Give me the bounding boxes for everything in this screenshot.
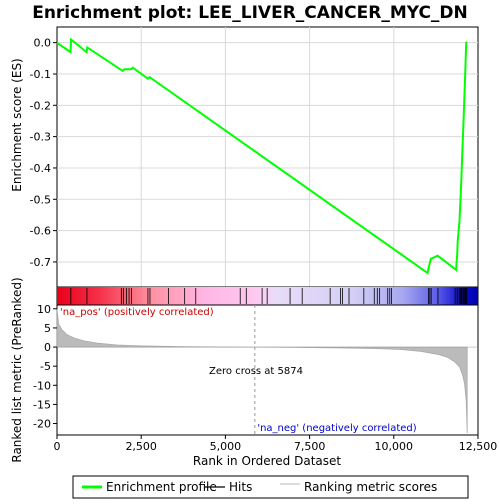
es-y-tick-label: -0.3 <box>30 131 51 144</box>
es-y-tick-label: -0.6 <box>30 225 51 238</box>
x-axis-label: Rank in Ordered Dataset <box>193 454 341 468</box>
es-y-tick-label: -0.1 <box>30 68 51 81</box>
es-y-axis-ticks: 0.0 -0.1 -0.2 -0.3 -0.4 -0.5 -0.6 -0.7 <box>30 37 57 269</box>
es-panel-frame <box>56 26 479 288</box>
legend-label: Ranking metric scores <box>304 480 437 494</box>
x-tick-label: 0 <box>54 440 61 453</box>
es-y-axis-label: Enrichment score (ES) <box>10 58 24 191</box>
x-tick-label: 12,500 <box>459 440 498 453</box>
x-tick-label: 2,500 <box>125 440 157 453</box>
ranked-panel-frame <box>56 304 479 436</box>
es-y-tick-label: -0.4 <box>30 162 51 175</box>
enrichment-profile-line <box>56 37 468 275</box>
es-series-group <box>56 37 468 275</box>
hits-overlay-group <box>70 288 468 304</box>
positive-correlation-label: 'na_pos' (positively correlated) <box>60 307 214 318</box>
es-y-tick-label: -0.7 <box>30 256 51 269</box>
x-axis-ticks: 0 2,500 5,000 7,500 10,000 12,500 <box>54 435 498 453</box>
ranked-y-tick-label: 0 <box>44 341 51 354</box>
es-y-tick-label: -0.2 <box>30 99 51 112</box>
x-tick-label: 7,500 <box>294 440 326 453</box>
zero-cross-label: Zero cross at 5874 <box>209 366 303 377</box>
ranked-y-axis-ticks: 10 5 0 -5 -10 -15 -20 <box>33 303 57 431</box>
ranked-y-tick-label: -15 <box>33 398 51 411</box>
es-y-tick-label: 0.0 <box>34 37 52 50</box>
ranked-y-axis-label: Ranked list metric (PreRanked) <box>10 277 24 462</box>
es-gridlines <box>57 27 478 287</box>
ranked-metric-area-group <box>56 305 478 435</box>
ranked-y-tick-label: -20 <box>33 418 51 431</box>
legend-entries: Enrichment profile Hits Ranking metric sco… <box>82 480 437 494</box>
ranked-y-tick-label: -10 <box>33 379 51 392</box>
x-tick-label: 10,000 <box>375 440 414 453</box>
ranked-y-tick-label: 10 <box>37 303 51 316</box>
ranked-y-tick-label: -5 <box>40 360 51 373</box>
es-y-tick-label: -0.5 <box>30 193 51 206</box>
legend-label: Hits <box>229 480 252 494</box>
ranked-y-tick-label: 5 <box>44 322 51 335</box>
chart-title: Enrichment plot: LEE_LIVER_CANCER_MYC_DN <box>32 3 468 23</box>
legend-box <box>72 475 469 499</box>
x-tick-label: 5,000 <box>210 440 242 453</box>
negative-correlation-label: 'na_neg' (negatively correlated) <box>257 423 416 434</box>
ranking-metric-area <box>56 308 468 434</box>
legend-label: Enrichment profile <box>106 480 217 494</box>
